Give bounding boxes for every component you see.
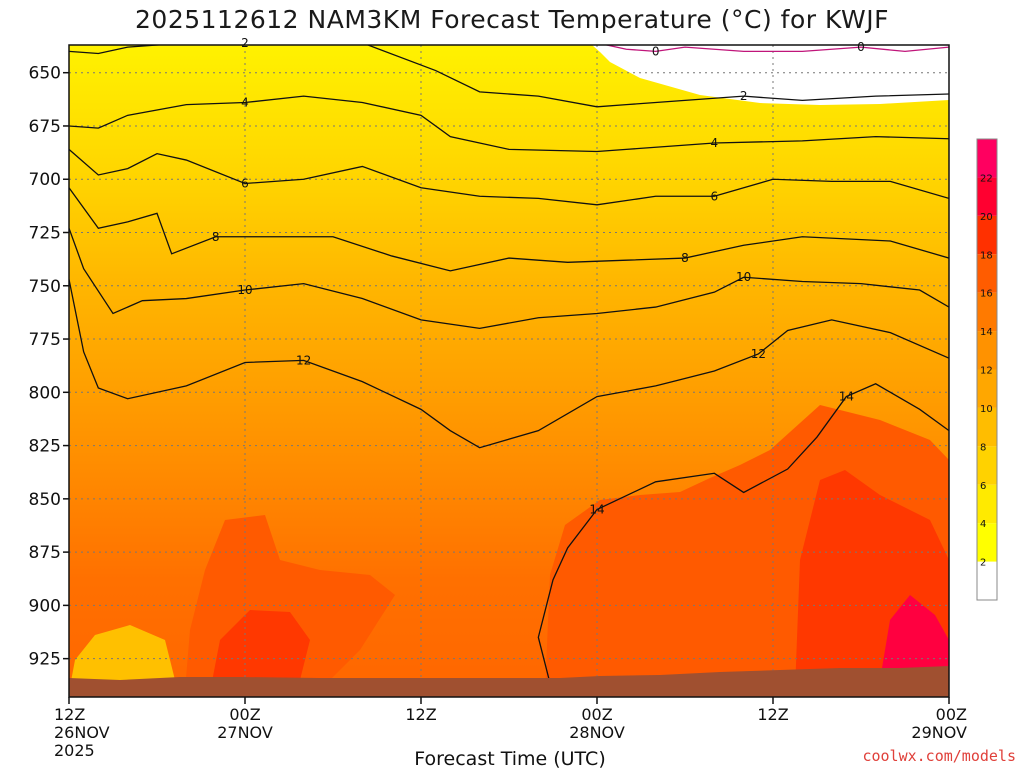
y-axis: 650 675 700 725 750 775 800 825 850 875 900 925 [29, 64, 69, 670]
colorbar-swatch-18 [977, 215, 997, 255]
x-tick-label-h60-1: 00Z [936, 705, 967, 724]
x-tick-label-h0-1: 12Z [54, 705, 85, 724]
isotherm-label-6c: 6 [241, 176, 249, 190]
colorbar-swatch-2 [977, 523, 997, 562]
isotherm-6c [69, 148, 949, 206]
colorbar-label-16: 16 [980, 289, 993, 300]
colorbar-swatch-12 [977, 331, 997, 370]
x-tick-label-h12-1: 00Z [229, 705, 260, 724]
x-tick-label-h36-1: 00Z [581, 705, 612, 724]
y-tick-label-925: 925 [29, 650, 61, 670]
isotherm-14c [537, 383, 949, 696]
cool-pocket-lowest-left [69, 625, 175, 692]
y-tick-label-700: 700 [29, 170, 61, 190]
isotherm-label-12c: 12 [296, 353, 311, 367]
isotherm-2c [69, 45, 949, 108]
colorbar-label-18: 18 [980, 250, 993, 261]
isotherm-label-8c: 8 [212, 230, 220, 244]
colorbar-frame [976, 138, 998, 601]
isotherm-contours [69, 45, 949, 696]
colorbar-label-6: 6 [980, 481, 986, 492]
terrain-surface [69, 666, 949, 697]
colorbar-label-20: 20 [980, 212, 993, 223]
colorbar-label-22: 22 [980, 173, 993, 184]
x-tick-label-h0-2: 26NOV [54, 723, 110, 742]
y-tick-label-750: 750 [29, 277, 61, 297]
y-tick-label-900: 900 [29, 596, 61, 616]
isotherm-label-14c: 14 [589, 502, 604, 516]
x-tick-label-h60-2: 29NOV [911, 723, 967, 742]
colorbar-swatch-0 [977, 561, 997, 600]
x-tick-label-h36-2: 28NOV [569, 723, 625, 742]
x-tick-label-h48-1: 12Z [757, 705, 788, 724]
isotherm-12c [69, 279, 949, 449]
colorbar-swatch-14 [977, 292, 997, 332]
x-tick-label-h12-2: 27NOV [217, 723, 273, 742]
isotherm-4c [69, 95, 949, 153]
isotherm-0c [603, 45, 949, 53]
x-tick-label-h24-1: 12Z [405, 705, 436, 724]
isotherm-label-0c: 0 [652, 44, 660, 58]
isotherm-label-2c: 2 [241, 36, 249, 50]
colorbar-label-14: 14 [980, 327, 993, 338]
colorbar-swatch-10 [977, 369, 997, 408]
colorbar-swatch-6 [977, 446, 997, 485]
y-tick-label-800: 800 [29, 383, 61, 403]
colorbar-swatch-20 [977, 177, 997, 216]
credit-text[interactable]: coolwx.com/models [862, 747, 1016, 765]
y-tick-label-675: 675 [29, 117, 61, 137]
warm-core-low-left-inner [210, 610, 310, 694]
isotherm-label-8c: 8 [681, 251, 689, 265]
colorbar-label-12: 12 [980, 366, 993, 377]
y-tick-label-775: 775 [29, 330, 61, 350]
y-tick-label-725: 725 [29, 224, 61, 244]
colorbar-label-10: 10 [980, 404, 993, 415]
colorbar-label-8: 8 [980, 442, 986, 453]
y-tick-label-825: 825 [29, 437, 61, 457]
isotherm-label-10c: 10 [736, 270, 751, 284]
cold-region-below-2c [592, 45, 949, 105]
isotherm-label-14c: 14 [839, 390, 854, 404]
colorbar-swatch-16 [977, 254, 997, 293]
colorbar-label-2: 2 [980, 558, 986, 569]
colorbar-label-4: 4 [980, 519, 986, 530]
isotherm-label-4c: 4 [711, 136, 719, 150]
colorbar: 2 4 6 8 10 12 14 16 18 20 22 [976, 138, 998, 601]
isotherm-labels: 0 0 2 2 4 4 6 6 8 8 10 10 12 12 14 14 [212, 36, 865, 517]
y-tick-label-850: 850 [29, 490, 61, 510]
isotherm-10c [69, 228, 949, 330]
colorbar-swatch-8 [977, 407, 997, 447]
y-tick-label-875: 875 [29, 543, 61, 563]
colorbar-swatch-4 [977, 484, 997, 524]
isotherm-label-0c: 0 [857, 40, 865, 54]
isotherm-label-2c: 2 [740, 89, 748, 103]
isotherm-label-12c: 12 [751, 347, 766, 361]
x-tick-label-h0-3: 2025 [54, 741, 95, 760]
x-axis-label: Forecast Time (UTC) [414, 748, 605, 768]
colorbar-swatch-22 [977, 139, 997, 178]
isotherm-label-4c: 4 [241, 96, 249, 110]
isotherm-8c [69, 187, 949, 272]
plot-frame [68, 44, 950, 698]
y-tick-label-650: 650 [29, 64, 61, 84]
isotherm-label-6c: 6 [711, 189, 719, 203]
chart-title: 2025112612 NAM3KM Forecast Temperature (… [135, 5, 889, 34]
isotherm-label-10c: 10 [237, 283, 252, 297]
